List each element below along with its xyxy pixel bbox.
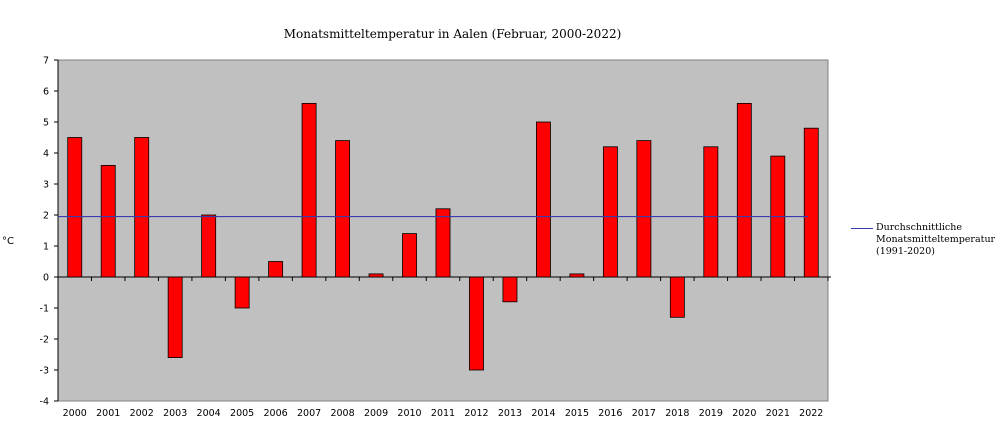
x-tick-label-2021: 2021	[766, 408, 790, 419]
x-tick-label-2014: 2014	[531, 408, 555, 419]
x-tick-label-2011: 2011	[431, 408, 455, 419]
legend-label-average: Durchschnittliche Monatsmitteltemperatur…	[876, 222, 996, 257]
y-tick-label: 6	[43, 87, 49, 98]
bar-2010	[402, 233, 417, 278]
bar-2009	[368, 273, 384, 278]
chart-title: Monatsmitteltemperatur in Aalen (Februar…	[283, 27, 622, 41]
y-tick-label: 5	[43, 118, 49, 129]
x-tick-label-2005: 2005	[230, 408, 254, 419]
x-tick-label-2000: 2000	[63, 408, 87, 419]
x-tick-label-2008: 2008	[330, 408, 354, 419]
y-tick-label: -4	[40, 397, 49, 408]
bar-2016	[602, 146, 618, 278]
bar-2001	[100, 164, 116, 278]
bar-2007	[301, 103, 317, 278]
x-tick-label-2010: 2010	[397, 408, 421, 419]
bar-2012	[469, 276, 484, 371]
bar-2013	[502, 276, 518, 303]
x-tick-label-2022: 2022	[799, 408, 823, 419]
y-tick-label: -3	[40, 366, 49, 377]
y-tick-label: -1	[40, 304, 49, 315]
bar-2000	[67, 137, 83, 278]
x-tick-label-2006: 2006	[264, 408, 288, 419]
x-tick-label-2012: 2012	[464, 408, 488, 419]
bar-2006	[268, 261, 284, 278]
bar-2017	[636, 140, 652, 278]
bar-2018	[669, 276, 685, 318]
x-tick-label-2002: 2002	[130, 408, 154, 419]
bar-2015	[569, 273, 585, 278]
x-tick-label-2019: 2019	[699, 408, 723, 419]
x-tick-label-2004: 2004	[197, 408, 221, 419]
x-tick-label-2015: 2015	[565, 408, 589, 419]
x-tick-label-2001: 2001	[96, 408, 120, 419]
x-tick-label-2016: 2016	[598, 408, 622, 419]
y-tick-label: 3	[43, 180, 49, 191]
x-tick-label-2009: 2009	[364, 408, 388, 419]
bar-2004	[201, 214, 217, 278]
legend-swatch-average	[851, 228, 873, 229]
y-tick-label: 0	[43, 273, 49, 284]
bar-2011	[435, 208, 451, 278]
x-tick-label-2007: 2007	[297, 408, 321, 419]
bar-2014	[536, 121, 551, 278]
y-tick-label: 1	[43, 242, 49, 253]
bar-2022	[803, 127, 819, 278]
bar-2005	[234, 276, 250, 309]
x-tick-label-2003: 2003	[163, 408, 187, 419]
x-tick-label-2017: 2017	[632, 408, 656, 419]
y-tick-label: 2	[43, 211, 49, 222]
y-tick-label: 7	[43, 56, 49, 67]
x-tick-label-2018: 2018	[665, 408, 689, 419]
y-axis-label: °C	[2, 236, 14, 247]
x-tick-label-2020: 2020	[732, 408, 756, 419]
x-tick-label-2013: 2013	[498, 408, 522, 419]
bar-2019	[703, 146, 719, 278]
bar-2008	[335, 140, 350, 278]
bar-2003	[167, 276, 183, 358]
bar-2002	[134, 137, 150, 278]
bar-2020	[736, 103, 752, 278]
y-tick-label: -2	[40, 335, 49, 346]
y-tick-label: 4	[43, 149, 49, 160]
